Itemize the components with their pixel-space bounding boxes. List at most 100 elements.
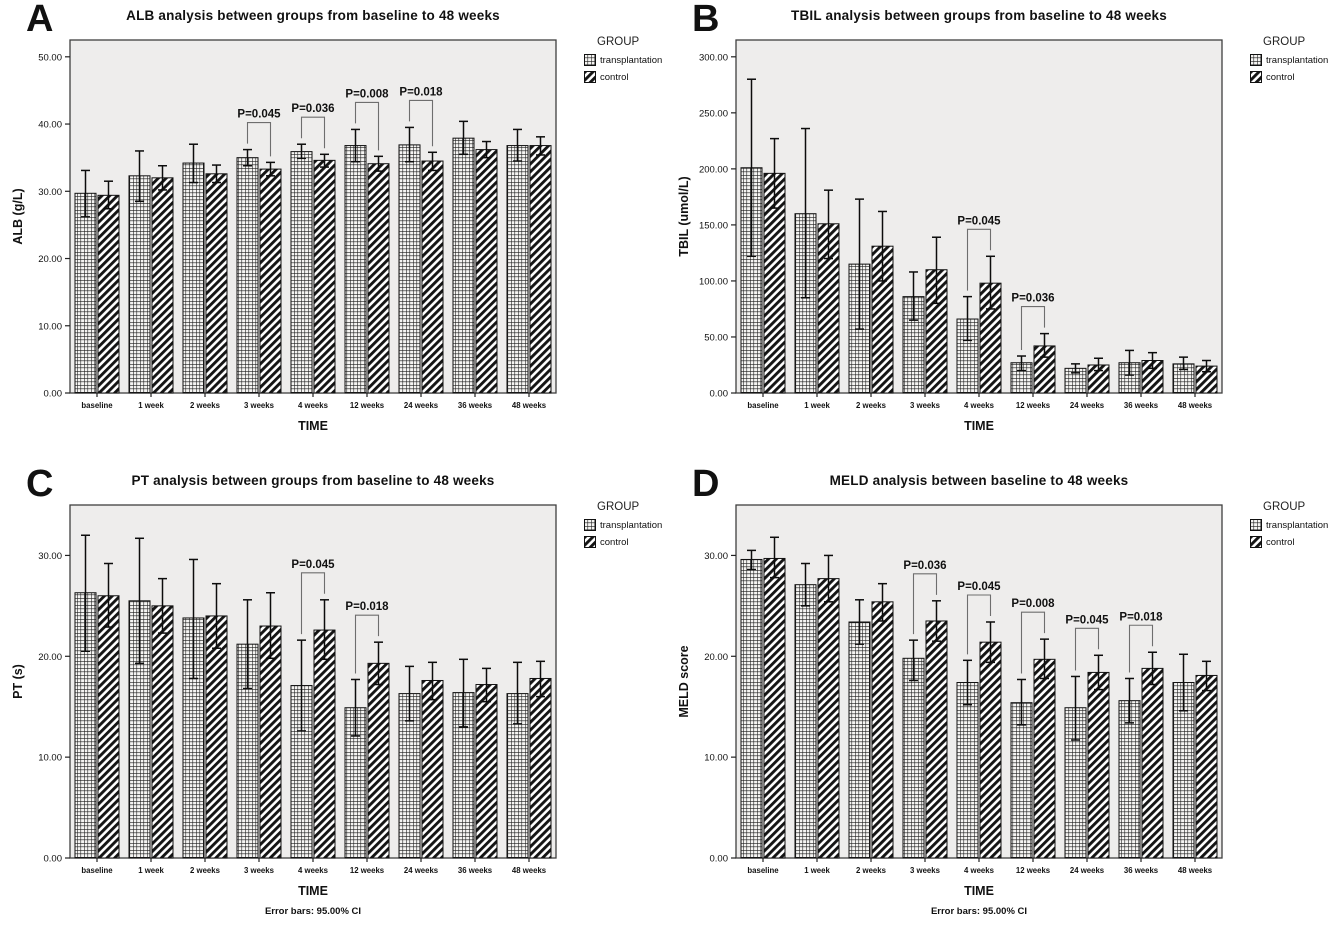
legend-label: transplantation: [1266, 54, 1329, 66]
legend-label: transplantation: [600, 54, 663, 66]
y-tick-label: 150.00: [699, 220, 728, 231]
bar-transplantation: [452, 137, 475, 394]
legend-label: control: [1266, 536, 1295, 548]
p-value-label: P=0.036: [903, 560, 946, 572]
y-axis-label: PT (s): [11, 664, 25, 699]
legend-item-transplantation: transplantation: [584, 54, 662, 66]
p-value-label: P=0.045: [291, 559, 335, 571]
y-tick-label: 200.00: [699, 164, 728, 175]
p-value-bracket: [354, 101, 380, 151]
bar-control: [475, 149, 498, 394]
x-tick-label: 36 weeks: [458, 866, 493, 875]
p-value-bracket: [1074, 627, 1100, 671]
y-tick-label: 20.00: [704, 652, 728, 663]
panel-letter: C: [26, 465, 54, 505]
p-value-label: P=0.018: [345, 601, 389, 613]
panel-a: A ALB analysis between groups from basel…: [0, 0, 666, 465]
control-pattern-icon: [1250, 536, 1262, 548]
panel-letter: A: [26, 0, 54, 40]
p-value-bracket: [1020, 306, 1046, 351]
y-axis-label: TBIL (umol/L): [677, 176, 691, 256]
bar-control: [1033, 658, 1056, 859]
bar-transplantation: [290, 151, 313, 394]
panel-letter: B: [692, 0, 720, 40]
bar-transplantation: [848, 621, 871, 859]
x-tick-label: baseline: [747, 866, 779, 875]
y-tick-label: 0.00: [44, 854, 63, 865]
bar-control: [97, 595, 120, 859]
y-tick-label: 40.00: [38, 120, 62, 131]
p-value-bracket: [300, 116, 326, 149]
legend-label: control: [1266, 71, 1295, 83]
bar-control: [151, 177, 174, 394]
y-tick-label: 20.00: [38, 254, 62, 265]
p-value-bracket: [966, 594, 992, 655]
y-tick-label: 0.00: [44, 389, 63, 400]
bar-control: [475, 684, 498, 859]
x-tick-label: 2 weeks: [190, 401, 221, 410]
bar-transplantation: [506, 145, 529, 394]
bar-chart-pt: 0.00 10.00 20.00 30.00 PT (s) baseline 1 week 2…: [11, 504, 557, 898]
error-bars-note: Error bars: 95.00% CI: [930, 906, 1028, 917]
y-tick-label: 50.00: [704, 332, 728, 343]
bar-chart-alb: 0.00 10.00 20.00 30.00 40.00 50.00 ALB (g/L) ba…: [11, 39, 557, 433]
x-axis-label: TIME: [298, 419, 328, 433]
p-value-label: P=0.045: [957, 215, 1001, 227]
chart-title: PT analysis between groups from baseline…: [131, 473, 495, 488]
p-value-bracket: [912, 573, 938, 635]
x-tick-label: 36 weeks: [1124, 401, 1159, 410]
legend-title: GROUP: [1263, 36, 1306, 48]
x-tick-label: 12 weeks: [350, 866, 385, 875]
legend: GROUP transplantation control: [1250, 501, 1328, 553]
bar-control: [367, 662, 390, 859]
y-tick-label: 300.00: [699, 52, 728, 63]
x-tick-label: 4 weeks: [964, 866, 995, 875]
plot-area: [735, 39, 1223, 394]
legend-title: GROUP: [597, 36, 640, 48]
x-tick-label: 24 weeks: [1070, 866, 1105, 875]
control-pattern-icon: [584, 71, 596, 83]
transplantation-pattern-icon: [1250, 54, 1262, 66]
p-value-label: P=0.008: [345, 88, 389, 100]
p-value-bracket: [300, 572, 326, 635]
legend-item-control: control: [584, 536, 662, 548]
y-tick-label: 10.00: [704, 753, 728, 764]
panel-b: B TBIL analysis between groups from base…: [666, 0, 1333, 465]
y-tick-label: 50.00: [38, 52, 62, 63]
y-tick-label: 30.00: [704, 551, 728, 562]
x-tick-label: baseline: [81, 401, 113, 410]
x-tick-label: 48 weeks: [1178, 401, 1213, 410]
p-value-label: P=0.036: [291, 103, 334, 115]
p-value-label: P=0.045: [1065, 614, 1109, 626]
x-tick-label: 2 weeks: [190, 866, 221, 875]
transplantation-pattern-icon: [1250, 519, 1262, 531]
bar-chart-meld: 0.00 10.00 20.00 30.00 MELD score baseline 1 w…: [677, 504, 1223, 898]
bar-transplantation: [1010, 702, 1033, 859]
bar-control: [205, 615, 228, 859]
bar-control: [1195, 674, 1218, 859]
legend-title: GROUP: [1263, 501, 1306, 513]
p-value-bracket: [1020, 611, 1046, 674]
x-tick-label: 4 weeks: [964, 401, 995, 410]
y-tick-label: 10.00: [38, 753, 62, 764]
x-tick-label: 3 weeks: [910, 866, 941, 875]
bar-transplantation: [182, 162, 205, 394]
legend-item-control: control: [1250, 536, 1328, 548]
bar-control: [421, 160, 444, 394]
bar-control: [313, 629, 336, 859]
x-tick-label: 1 week: [804, 401, 830, 410]
p-value-label: P=0.045: [237, 109, 281, 121]
y-tick-label: 0.00: [710, 389, 729, 400]
x-tick-label: 1 week: [138, 401, 164, 410]
bar-transplantation: [794, 584, 817, 859]
bar-transplantation: [344, 145, 367, 394]
p-value-label: P=0.018: [1119, 611, 1163, 623]
x-axis-label: TIME: [298, 884, 328, 898]
legend-label: transplantation: [1266, 519, 1329, 531]
y-tick-label: 10.00: [38, 321, 62, 332]
legend-label: control: [600, 536, 629, 548]
bar-transplantation: [128, 175, 151, 394]
x-tick-label: 3 weeks: [244, 866, 275, 875]
bar-control: [259, 168, 282, 394]
bar-control: [151, 605, 174, 859]
